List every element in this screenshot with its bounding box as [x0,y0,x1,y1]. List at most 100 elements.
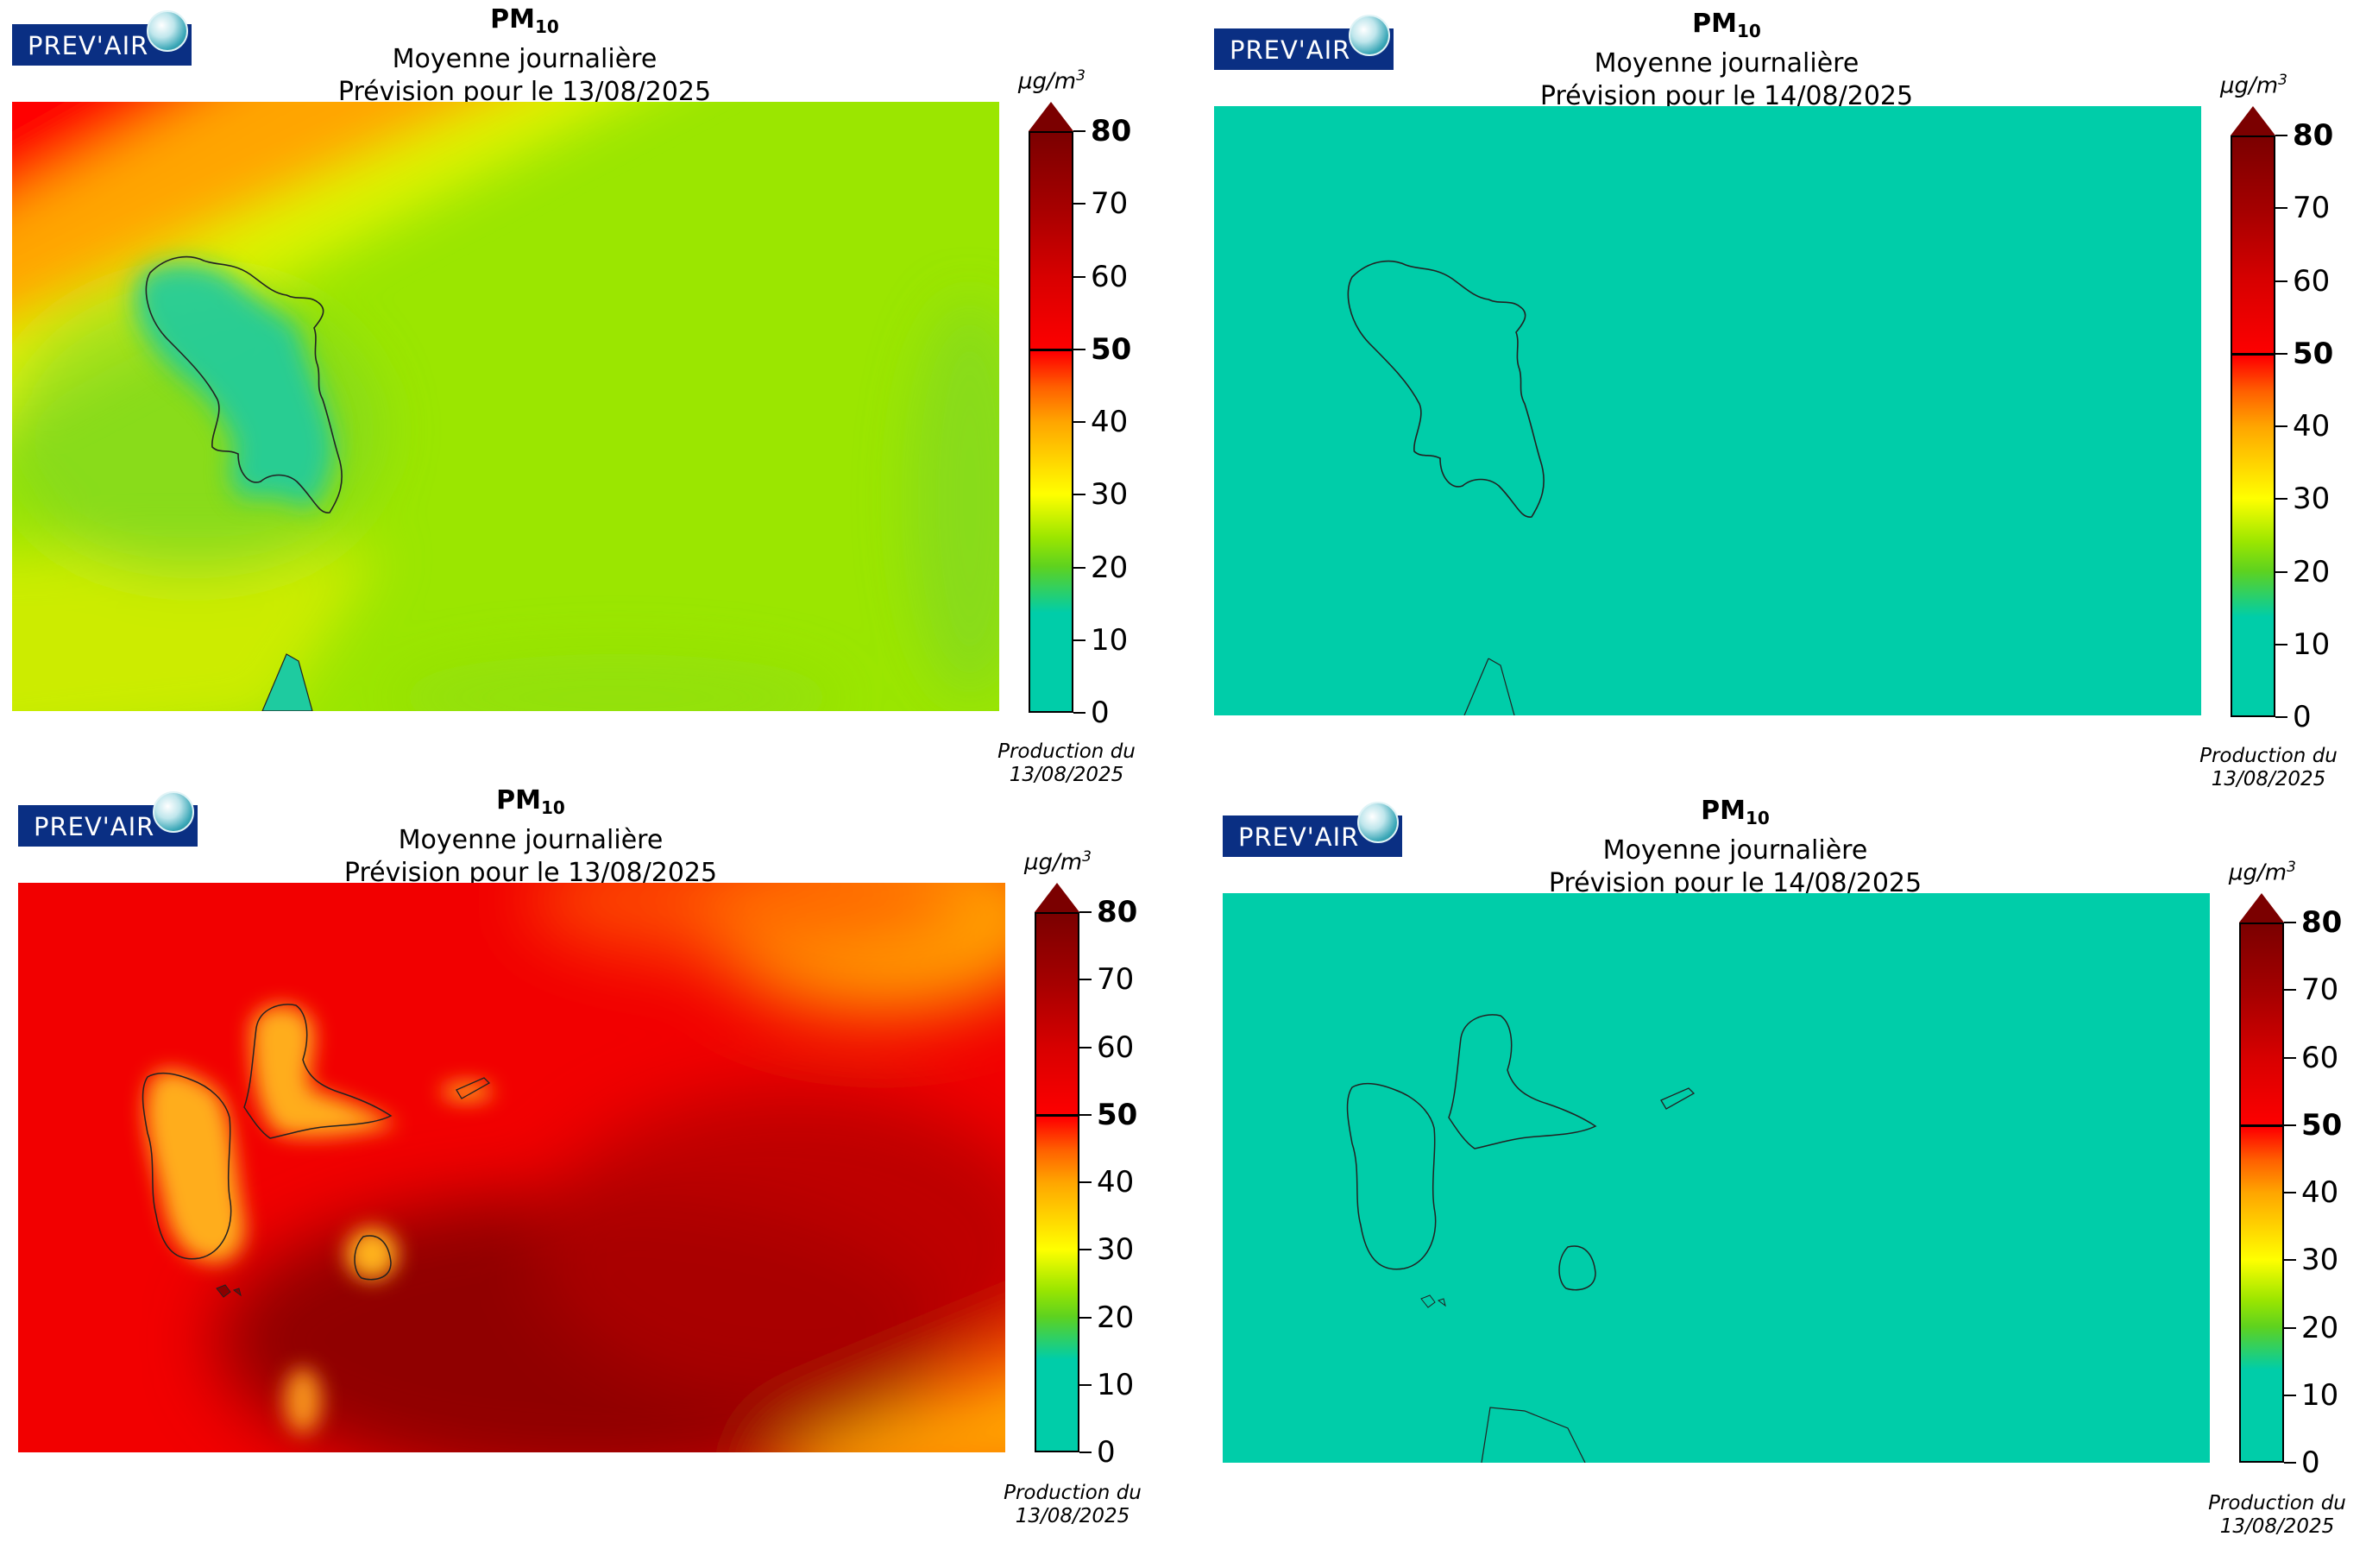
pollution-map[interactable] [18,883,1005,1452]
subtitle: Moyenne journalière [1594,48,1859,79]
colorbar-tick [1073,203,1085,205]
colorbar-tick [1079,1452,1092,1453]
production-note: Production du 13/08/2025 [978,1482,1167,1528]
globe-icon [153,791,194,833]
colorbar-tick [2284,1326,2296,1329]
colorbar-tick-label: 50 [1097,1097,1138,1132]
pollution-map[interactable] [1214,106,2201,715]
colorbar-tick-label: 80 [1091,114,1132,148]
colorbar-extend-arrow [1029,102,1073,131]
production-note: Production du 13/08/2025 [972,740,1161,787]
production-label: Production du [2208,1492,2346,1514]
colorbar-tick-label: 20 [2301,1310,2339,1345]
globe-icon [1357,802,1399,843]
map-title: PM10 Moyenne journalière Prévision pour … [1425,8,2029,113]
colorbar-tick [1079,1113,1092,1116]
colorbar-tick [2275,425,2287,427]
map-title: PM10 Moyenne journalière Prévision pour … [229,784,833,890]
colorbar-tick [2284,1259,2296,1262]
colorbar-tick [2284,1462,2296,1464]
colorbar-tick [1079,911,1092,913]
prevair-logo: PREV'AIR [1223,802,1402,857]
colorbar [1035,912,1079,1452]
colorbar-tick-label: 60 [2293,263,2331,299]
colorbar-tick [2284,922,2296,923]
colorbar-tick [2284,1124,2296,1126]
colorbar-tick-label: 30 [2301,1243,2339,1278]
prevair-logo: PREV'AIR [1214,15,1394,70]
colorbar-tick [2275,570,2287,573]
colorbar-tick [1073,275,1085,278]
threshold-line [2231,352,2275,356]
colorbar-tick-label: 30 [2293,482,2331,517]
colorbar-tick-label: 10 [2301,1377,2339,1413]
colorbar-tick [2275,207,2287,210]
panel-guadeloupe-j1: PREV'AIR PM10 Moyenne journalière Prévis… [1211,791,2366,1568]
production-note: Production du 13/08/2025 [2182,1492,2366,1539]
colorbar-tick-label: 10 [2293,627,2331,662]
colorbar-tick-label: 40 [1097,1165,1135,1200]
colorbar-tick-label: 60 [1091,259,1129,294]
colorbar-tick-label: 10 [1097,1367,1135,1402]
logo-text: PREV'AIR [28,31,149,60]
colorbar-tick [2275,280,2287,282]
colorbar-tick [1079,1316,1092,1319]
map-title: PM10 Moyenne journalière Prévision pour … [223,3,827,109]
pollution-map[interactable] [12,102,999,711]
threshold-line [2239,1124,2284,1127]
colorbar-tick-label: 20 [1097,1300,1135,1335]
colorbar [1029,131,1073,713]
colorbar-tick [2284,1394,2296,1396]
pollution-map[interactable] [1223,893,2210,1463]
production-label: Production du [997,740,1136,763]
subtitle: Moyenne journalière [398,825,664,855]
colorbar-tick [2284,989,2296,992]
colorbar-tick-label: 30 [1091,477,1129,513]
production-date: 13/08/2025 [1015,1505,1130,1527]
logo-text: PREV'AIR [1230,35,1351,65]
panel-guadeloupe-j0: PREV'AIR PM10 Moyenne journalière Prévis… [6,781,1189,1558]
colorbar-tick-label: 50 [2301,1107,2343,1143]
subtitle: Moyenne journalière [1602,835,1868,866]
colorbar-tick-label: 80 [1097,895,1138,929]
colorbar-tick-label: 20 [2293,554,2331,589]
unit-label: µg/m3 [1018,67,1085,95]
colorbar-tick-label: 70 [2301,973,2339,1008]
colorbar-tick-label: 70 [2293,191,2331,226]
colorbar-tick [1073,348,1085,350]
colorbar-tick-label: 0 [1097,1435,1116,1470]
colorbar-tick [1073,712,1085,714]
prevair-logo: PREV'AIR [18,791,198,847]
colorbar-tick [1073,494,1085,496]
colorbar-tick [2275,643,2287,645]
pollutant-label: PM10 [1692,9,1761,41]
pollutant-label: PM10 [1701,796,1770,828]
colorbar-tick-label: 60 [1097,1030,1135,1065]
colorbar-tick [1079,1046,1092,1048]
panel-martinique-j1: PREV'AIR PM10 Moyenne journalière Prévis… [1202,4,2366,790]
colorbar-tick-label: 50 [2293,336,2334,371]
panel-martinique-j0: PREV'AIR PM10 Moyenne journalière Prévis… [0,0,1183,786]
colorbar-tick [2275,716,2287,718]
colorbar-tick [1079,1383,1092,1386]
colorbar-tick [1073,639,1085,641]
colorbar-tick-label: 80 [2293,118,2334,153]
pollutant-label: PM10 [496,785,565,818]
unit-label: µg/m3 [1024,848,1092,876]
colorbar-tick-label: 40 [2293,409,2331,444]
unit-label: µg/m3 [2220,72,2287,99]
colorbar-tick [1079,979,1092,981]
colorbar-tick [2284,1056,2296,1059]
colorbar-tick [1073,566,1085,569]
colorbar-tick-label: 10 [1091,622,1129,658]
colorbar-tick-label: 40 [2301,1175,2339,1210]
colorbar [2231,135,2275,717]
colorbar-tick [1079,1249,1092,1251]
colorbar-tick-label: 0 [1091,696,1110,730]
colorbar-extend-arrow [2231,106,2275,135]
globe-icon [147,10,188,52]
production-date: 13/08/2025 [2219,1515,2335,1538]
logo-text: PREV'AIR [34,812,155,841]
colorbar-tick-label: 0 [2301,1445,2320,1480]
prevair-logo: PREV'AIR [12,10,192,66]
